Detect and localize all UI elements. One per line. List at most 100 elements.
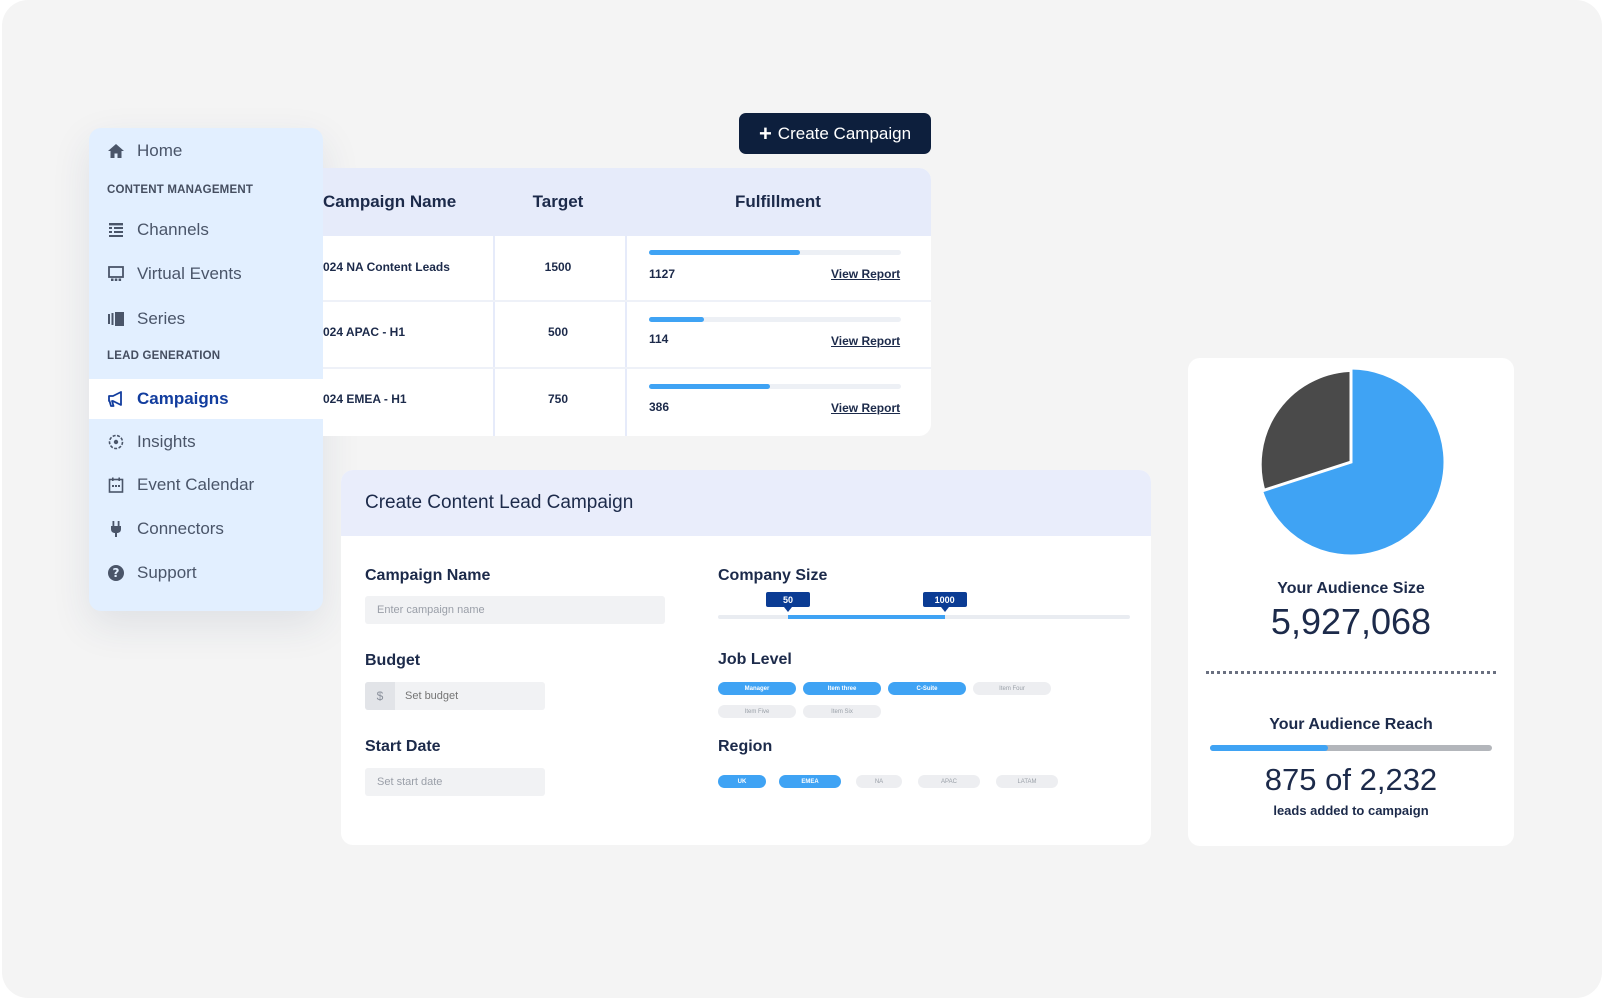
audience-reach-caption: leads added to campaign <box>1273 803 1429 818</box>
svg-text:?: ? <box>113 566 120 580</box>
sidebar-item-channels[interactable]: Channels <box>89 210 323 250</box>
region-chip[interactable]: UK <box>718 775 766 788</box>
column-header-fulfillment: Fulfillment <box>735 192 821 211</box>
target-cell: 500 <box>547 325 569 339</box>
pie-slice-audience <box>1259 366 1447 558</box>
sidebar-item-label: Campaigns <box>137 389 229 408</box>
region-chip[interactable]: EMEA <box>779 775 841 788</box>
calendar-icon <box>105 474 127 496</box>
region-chip[interactable]: NA <box>856 775 902 788</box>
sidebar-item-event-calendar[interactable]: Event Calendar <box>89 465 323 505</box>
fulfillment-bar <box>649 250 901 255</box>
sidebar-item-campaigns[interactable]: Campaigns <box>89 379 323 419</box>
plus-icon: + <box>758 120 772 146</box>
target-cell: 750 <box>547 392 569 406</box>
virtual-events-icon <box>105 263 127 285</box>
budget-label: Budget <box>365 652 421 669</box>
campaign-name-cell: 024 APAC - H1 <box>323 325 406 339</box>
row-divider <box>323 300 931 302</box>
sidebar-item-label: Support <box>137 563 197 582</box>
region-chip[interactable]: APAC <box>918 775 980 788</box>
fulfillment-count: 1127 <box>649 267 676 281</box>
campaign-name-input[interactable] <box>365 596 665 624</box>
sidebar-item-label: Connectors <box>137 519 224 538</box>
create-campaign-label: Create Campaign <box>777 123 912 143</box>
view-report-link[interactable]: View Report <box>831 334 901 348</box>
job-level-chip[interactable]: Manager <box>718 682 796 695</box>
campaign-name-cell: 024 NA Content Leads <box>323 260 450 274</box>
fulfillment-bar-fill <box>649 250 801 255</box>
plug-icon <box>105 518 127 540</box>
series-icon <box>105 308 127 330</box>
region-chip[interactable]: LATAM <box>996 775 1058 788</box>
sidebar-item-virtual-events[interactable]: Virtual Events <box>89 254 323 294</box>
company-size-max-handle[interactable]: 1000 <box>922 592 967 612</box>
fulfillment-count: 114 <box>649 332 669 346</box>
channels-icon <box>105 219 127 241</box>
job-level-chip[interactable]: Item Four <box>973 682 1051 695</box>
form-title: Create Content Lead Campaign <box>341 470 1151 536</box>
sidebar-item-label: Series <box>137 309 186 328</box>
audience-pie-chart <box>1258 366 1447 558</box>
company-size-slider[interactable] <box>718 615 1130 619</box>
section-lead-generation: LEAD GENERATION <box>107 350 221 362</box>
column-divider <box>493 168 495 436</box>
insights-icon <box>105 431 127 453</box>
job-level-chip[interactable]: Item Six <box>803 705 881 718</box>
table-header <box>323 168 931 236</box>
audience-size-label: Your Audience Size <box>1277 580 1425 597</box>
dollar-icon: $ <box>365 682 395 710</box>
sidebar-item-label: Home <box>137 141 183 160</box>
column-divider <box>625 168 627 436</box>
audience-size-value: 5,927,068 <box>1270 601 1432 642</box>
job-level-label: Job Level <box>718 651 792 668</box>
megaphone-icon <box>105 388 127 410</box>
sidebar-item-support[interactable]: ? Support <box>89 553 323 593</box>
target-cell: 1500 <box>544 260 572 274</box>
fulfillment-bar-fill <box>649 384 770 389</box>
column-header-campaign-name: Campaign Name <box>323 192 457 211</box>
sidebar-item-home[interactable]: Home <box>89 131 323 171</box>
fulfillment-bar <box>649 384 901 389</box>
sidebar-item-connectors[interactable]: Connectors <box>89 509 323 549</box>
create-campaign-form: Create Content Lead Campaign Campaign Na… <box>341 470 1151 845</box>
job-level-chip[interactable]: Item Five <box>718 705 796 718</box>
company-size-label: Company Size <box>718 567 828 584</box>
job-level-chip[interactable]: C-Suite <box>888 682 966 695</box>
sidebar: Home CONTENT MANAGEMENT Channels Virtual… <box>89 128 323 611</box>
view-report-link[interactable]: View Report <box>831 401 901 415</box>
company-size-min-handle[interactable]: 50 <box>766 592 811 612</box>
help-icon: ? <box>105 562 127 584</box>
section-content-management: CONTENT MANAGEMENT <box>107 184 254 196</box>
column-header-target: Target <box>532 192 584 211</box>
audience-reach-value: 875 of 2,232 <box>1264 762 1438 797</box>
view-report-link[interactable]: View Report <box>831 267 901 281</box>
create-campaign-button[interactable]: + Create Campaign <box>739 113 931 154</box>
company-size-range <box>788 615 945 619</box>
campaign-table: Campaign Name Target Fulfillment 024 NA … <box>323 168 931 436</box>
audience-reach-bar-fill <box>1210 745 1329 751</box>
sidebar-item-insights[interactable]: Insights <box>89 422 323 462</box>
fulfillment-count: 386 <box>649 400 670 414</box>
campaign-name-label: Campaign Name <box>365 567 491 584</box>
budget-field: $ <box>365 682 545 710</box>
home-icon <box>105 140 127 162</box>
fulfillment-bar-fill <box>649 317 705 322</box>
region-label: Region <box>718 738 773 755</box>
audience-reach-label: Your Audience Reach <box>1269 716 1433 733</box>
sidebar-item-label: Channels <box>137 220 209 239</box>
row-divider <box>323 367 931 369</box>
job-level-chip[interactable]: Item three <box>803 682 881 695</box>
sidebar-item-series[interactable]: Series <box>89 299 323 339</box>
start-date-input[interactable] <box>365 768 545 796</box>
sidebar-item-label: Virtual Events <box>137 264 242 283</box>
budget-input[interactable] <box>395 682 535 710</box>
campaign-name-cell: 024 EMEA - H1 <box>323 392 407 406</box>
pie-slice-remainder <box>1258 368 1356 496</box>
fulfillment-bar <box>649 317 901 322</box>
audience-card: Your Audience Size 5,927,068 Your Audien… <box>1188 358 1514 846</box>
sidebar-item-label: Event Calendar <box>137 475 255 494</box>
sidebar-item-label: Insights <box>137 432 196 451</box>
start-date-label: Start Date <box>365 738 441 755</box>
